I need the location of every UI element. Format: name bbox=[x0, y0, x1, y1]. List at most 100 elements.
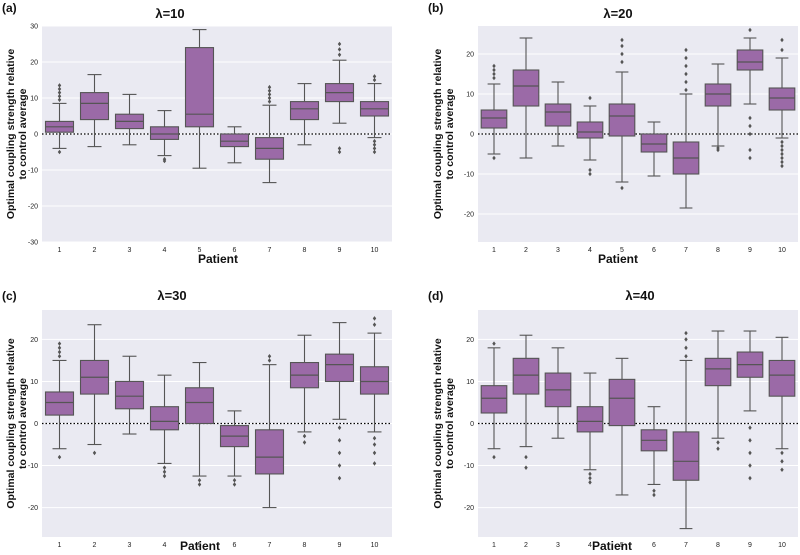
box-iqr bbox=[359, 366, 390, 395]
y-tick-label: 0 bbox=[470, 132, 474, 139]
y-axis-label-line2: to control average bbox=[444, 378, 456, 469]
box-patient-6 bbox=[219, 410, 250, 487]
x-tick-label: 10 bbox=[778, 542, 786, 549]
outlier-marker bbox=[492, 341, 496, 346]
chart-panel-2: -20 -10 0 10 20 1 2 3 4 5 6 7 8 9 10 (b) λ=20 Patient Opti… bbox=[428, 1, 798, 266]
y-tick-label: -10 bbox=[464, 463, 474, 470]
outlier-marker bbox=[267, 84, 272, 90]
box-patient-8 bbox=[289, 334, 320, 445]
box-iqr bbox=[608, 103, 636, 137]
outlier-marker bbox=[716, 440, 720, 445]
y-axis-label-line1: Optimal coupling strength relative bbox=[432, 338, 444, 509]
box-patient-1 bbox=[44, 341, 75, 460]
outlier-marker bbox=[302, 433, 307, 439]
x-tick-label: 9 bbox=[748, 247, 752, 254]
x-tick-label: 8 bbox=[716, 247, 720, 254]
box-iqr bbox=[640, 133, 668, 153]
box-iqr bbox=[608, 378, 636, 427]
outlier-marker bbox=[716, 147, 720, 153]
outlier-marker bbox=[337, 146, 342, 151]
y-tick-label: -10 bbox=[28, 463, 38, 470]
y-tick-label: 20 bbox=[30, 60, 38, 67]
x-axis-label: Patient bbox=[180, 539, 220, 553]
x-axis-label: Patient bbox=[198, 252, 238, 266]
x-tick-label: 9 bbox=[338, 247, 342, 254]
x-tick-label: 9 bbox=[748, 542, 752, 549]
outlier-marker bbox=[524, 454, 528, 460]
outlier-marker bbox=[57, 149, 62, 155]
y-tick-label: 10 bbox=[30, 96, 38, 103]
box-iqr bbox=[480, 385, 508, 414]
outlier-marker bbox=[780, 155, 784, 161]
y-axis-label-line1: Optimal coupling strength relative bbox=[5, 338, 17, 509]
box-patient-9 bbox=[736, 27, 764, 161]
outlier-marker bbox=[337, 450, 342, 456]
box-patient-3 bbox=[544, 347, 572, 439]
outlier-marker bbox=[588, 471, 592, 477]
y-axis-label: Optimal coupling strength relative to con… bbox=[432, 338, 456, 509]
outlier-marker bbox=[302, 440, 307, 445]
y-tick-label: -20 bbox=[464, 212, 474, 219]
outlier-marker bbox=[748, 131, 752, 137]
outlier-marker bbox=[620, 51, 624, 57]
box-patient-6 bbox=[219, 126, 250, 164]
outlier-marker bbox=[57, 97, 62, 103]
chart-panel-3: -20 -10 0 10 20 1 2 3 4 5 6 7 8 9 10 (c) λ=30 Patient Opti… bbox=[2, 288, 392, 553]
outlier-marker bbox=[684, 330, 688, 336]
outlier-marker bbox=[337, 438, 342, 443]
x-tick-label: 7 bbox=[684, 542, 688, 549]
x-tick-label: 2 bbox=[524, 542, 528, 549]
box-patient-5 bbox=[608, 37, 636, 191]
outlier-marker bbox=[620, 37, 624, 43]
x-tick-label: 1 bbox=[58, 247, 62, 254]
x-tick-label: 4 bbox=[163, 542, 167, 549]
x-tick-label: 3 bbox=[556, 542, 560, 549]
outlier-marker bbox=[684, 87, 688, 93]
box-iqr bbox=[512, 69, 540, 107]
outlier-marker bbox=[372, 435, 377, 441]
outlier-marker bbox=[748, 115, 752, 121]
outlier-marker bbox=[57, 454, 62, 460]
outlier-marker bbox=[684, 71, 688, 77]
outlier-marker bbox=[524, 465, 528, 470]
box-iqr bbox=[672, 431, 700, 481]
outlier-marker bbox=[337, 463, 342, 468]
outlier-marker bbox=[57, 90, 62, 95]
box-patient-4 bbox=[576, 95, 604, 177]
box-iqr bbox=[254, 429, 285, 475]
y-tick-label: -10 bbox=[464, 172, 474, 179]
outlier-marker bbox=[748, 123, 752, 129]
outlier-marker bbox=[684, 337, 688, 342]
box-patient-3 bbox=[544, 81, 572, 147]
panel-label: (a) bbox=[2, 1, 17, 15]
outlier-marker bbox=[92, 450, 97, 456]
outlier-marker bbox=[232, 477, 237, 483]
box-patient-2 bbox=[79, 324, 110, 456]
box-iqr bbox=[184, 387, 215, 425]
y-tick-label: 20 bbox=[466, 52, 474, 59]
outlier-marker bbox=[492, 454, 496, 460]
outlier-marker bbox=[372, 146, 377, 151]
outlier-marker bbox=[267, 353, 272, 359]
outlier-marker bbox=[372, 442, 377, 447]
outlier-marker bbox=[748, 463, 752, 468]
box-patient-7 bbox=[672, 330, 700, 530]
box-patient-8 bbox=[704, 330, 732, 452]
outlier-marker bbox=[780, 139, 784, 145]
y-tick-label: 10 bbox=[466, 92, 474, 99]
box-patient-9 bbox=[736, 330, 764, 481]
box-iqr bbox=[704, 83, 732, 107]
x-tick-label: 6 bbox=[652, 542, 656, 549]
y-axis-label-line1: Optimal coupling strength relative bbox=[5, 49, 17, 220]
outlier-marker bbox=[684, 353, 688, 359]
x-tick-label: 6 bbox=[233, 542, 237, 549]
outlier-marker bbox=[620, 59, 624, 65]
chart-title: λ=20 bbox=[603, 6, 632, 21]
y-tick-label: -30 bbox=[28, 240, 38, 247]
outlier-marker bbox=[337, 149, 342, 155]
outlier-marker bbox=[684, 47, 688, 53]
box-patient-6 bbox=[640, 406, 668, 498]
box-patient-1 bbox=[44, 83, 75, 155]
outlier-marker bbox=[748, 438, 752, 443]
x-tick-label: 1 bbox=[58, 542, 62, 549]
